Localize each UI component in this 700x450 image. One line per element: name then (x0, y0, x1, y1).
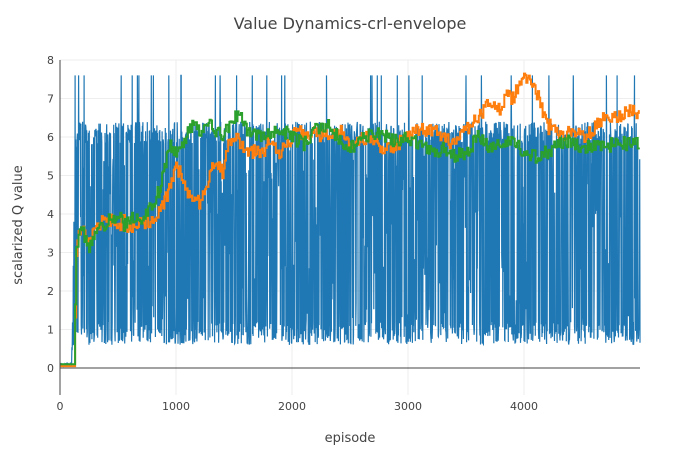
x-tick-label: 4000 (510, 400, 538, 413)
series-line-2 (60, 110, 640, 366)
y-tick-label: 2 (47, 285, 54, 298)
y-tick-label: 8 (47, 54, 54, 67)
chart-title: Value Dynamics-crl-envelope (234, 14, 467, 33)
axis-layer: 0 1 2 3 4 5 6 7 8 0 1000 2000 3000 4000 (47, 54, 640, 413)
y-tick-label: 6 (47, 131, 54, 144)
y-tick-label: 3 (47, 247, 54, 260)
x-axis-title: episode (325, 431, 376, 446)
series-layer (59, 72, 641, 368)
x-tick-label: 3000 (394, 400, 422, 413)
y-tick-label: 1 (47, 324, 54, 337)
x-tick-label: 2000 (278, 400, 306, 413)
y-tick-label: 0 (47, 362, 54, 375)
x-tick-label: 1000 (162, 400, 190, 413)
x-tick-label: 0 (57, 400, 64, 413)
y-tick-label: 5 (47, 170, 54, 183)
y-axis-title: scalarized Q value (11, 165, 26, 285)
series-line-0 (59, 74, 641, 368)
y-tick-label: 7 (47, 93, 54, 106)
y-tick-label: 4 (47, 208, 54, 221)
